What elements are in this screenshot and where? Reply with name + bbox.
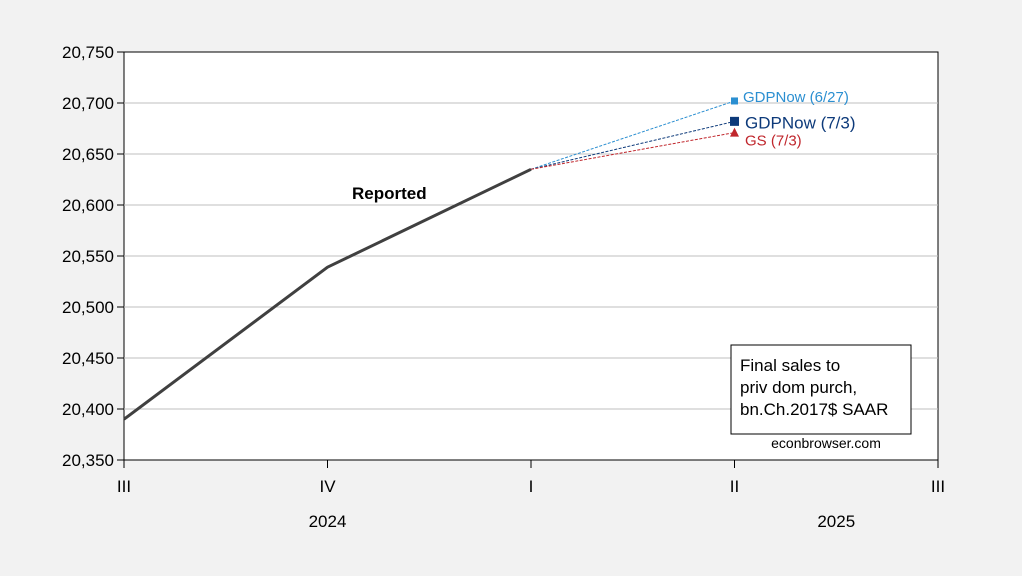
series-label-gdpnow-627: GDPNow (6/27): [743, 89, 849, 106]
y-tick-label: 20,750: [62, 43, 114, 62]
series-label-reported: Reported: [352, 184, 427, 203]
annotation-line: Final sales to: [740, 356, 840, 375]
data-point-marker: [731, 97, 738, 105]
year-label: 2025: [817, 512, 855, 531]
credit-text: econbrowser.com: [771, 435, 881, 451]
data-point-marker: [730, 116, 739, 126]
annotation-box: Final sales to priv dom purch, bn.Ch.2017$…: [730, 344, 912, 451]
series-line: [530, 132, 735, 170]
data-point-marker: [730, 127, 739, 137]
series-label-gdpnow-73: GDPNow (7/3): [745, 113, 856, 132]
series-labels: Reported GDPNow (6/27) GDPNow (7/3)GS (7/3…: [352, 89, 856, 203]
x-tick-label: IV: [319, 477, 336, 496]
y-tick-label: 20,500: [62, 298, 114, 317]
year-label: 2024: [309, 512, 347, 531]
series-group: [123, 100, 735, 421]
markers-group: [730, 97, 739, 137]
annotation-line: priv dom purch,: [740, 378, 857, 397]
y-tick-label: 20,350: [62, 451, 114, 470]
y-tick-label: 20,700: [62, 94, 114, 113]
x-tick-label: II: [730, 477, 739, 496]
series-line: [530, 120, 735, 170]
annotation-line: bn.Ch.2017$ SAAR: [740, 400, 888, 419]
annotation-frame: [730, 344, 912, 435]
y-axis: 20,350 20,400 20,450 20,500 20,550 20,600 20,6…: [62, 43, 124, 470]
series-label-gs-73: GS (7/3): [745, 133, 802, 150]
y-tick-label: 20,650: [62, 145, 114, 164]
y-tick-label: 20,400: [62, 400, 114, 419]
y-tick-label: 20,550: [62, 247, 114, 266]
x-tick-label: III: [931, 477, 945, 496]
series-line: [123, 167, 532, 421]
y-tick-label: 20,600: [62, 196, 114, 215]
y-tick-label: 20,450: [62, 349, 114, 368]
x-tick-label: III: [117, 477, 131, 496]
x-tick-label: I: [529, 477, 534, 496]
